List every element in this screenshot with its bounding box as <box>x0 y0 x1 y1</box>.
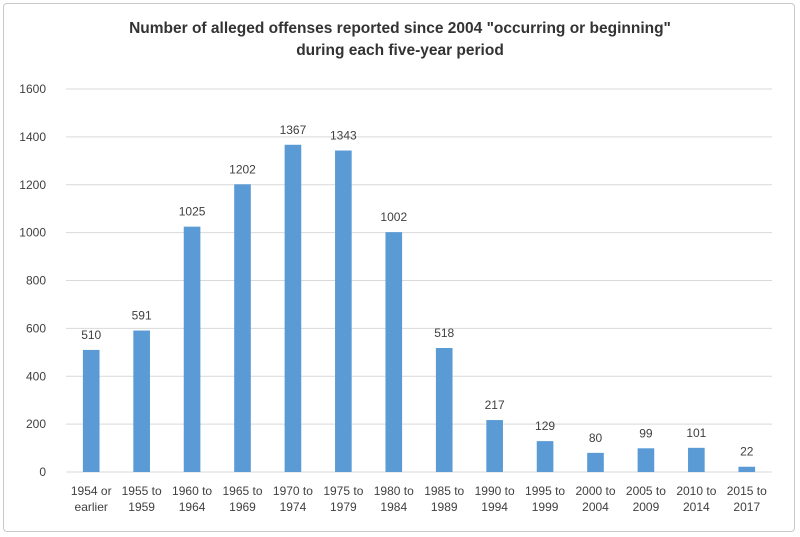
data-label: 217 <box>485 398 505 412</box>
bar <box>385 232 403 472</box>
x-category-label: 1985 to 1989 <box>424 484 464 514</box>
gridlines <box>66 88 772 473</box>
x-category-label: 1960 to 1964 <box>172 484 212 514</box>
chart-title-line-1: Number of alleged offenses reported sinc… <box>129 20 671 37</box>
bar <box>82 349 100 472</box>
data-label: 1202 <box>229 162 256 176</box>
y-tick-label: 600 <box>26 321 46 335</box>
chart-title-line-2: during each five-year period <box>296 42 504 59</box>
bar <box>183 226 201 472</box>
data-label: 22 <box>740 445 754 459</box>
chart-title: Number of alleged offenses reported sinc… <box>0 18 800 62</box>
bars <box>82 144 756 473</box>
x-category-label: 1980 to 1984 <box>374 484 414 514</box>
y-tick-label: 200 <box>26 417 46 431</box>
data-label: 1367 <box>280 123 307 137</box>
y-tick-label: 0 <box>39 465 46 479</box>
x-category-label: 2000 to 2004 <box>575 484 615 514</box>
data-label: 101 <box>686 426 706 440</box>
x-category-label: 2005 to 2009 <box>626 484 666 514</box>
x-axis-category-labels: 1954 or earlier 1955 to 1959 1960 to 1964 1965… <box>71 484 767 514</box>
bar <box>738 466 756 472</box>
data-label: 80 <box>589 431 603 445</box>
x-category-label: 2015 to 2017 <box>727 484 767 514</box>
bar <box>637 448 655 472</box>
data-label: 1002 <box>380 210 407 224</box>
y-tick-label: 400 <box>26 369 46 383</box>
y-tick-label: 1000 <box>19 226 46 240</box>
data-label: 591 <box>132 309 152 323</box>
x-category-label: 1990 to 1994 <box>475 484 515 514</box>
bar <box>587 452 604 472</box>
x-category-label: 1975 to 1979 <box>323 484 363 514</box>
y-tick-label: 1200 <box>19 178 46 192</box>
bar <box>536 441 554 472</box>
data-label: 99 <box>639 426 653 440</box>
data-label: 1025 <box>179 205 206 219</box>
data-label: 129 <box>535 419 555 433</box>
x-category-label: 1965 to 1969 <box>222 484 262 514</box>
bar <box>688 447 705 472</box>
x-category-label: 1970 to 1974 <box>273 484 313 514</box>
bar <box>133 330 150 472</box>
data-label: 518 <box>434 326 454 340</box>
y-axis-tick-labels: 0 200 400 600 800 1000 1200 1400 1600 <box>19 82 46 479</box>
x-category-label: 1954 or earlier <box>71 484 112 514</box>
y-tick-label: 1400 <box>19 130 46 144</box>
x-category-label: 1955 to 1959 <box>122 484 162 514</box>
bar <box>486 420 503 472</box>
y-tick-label: 1600 <box>19 82 46 96</box>
bar <box>284 144 302 473</box>
bar <box>234 184 251 473</box>
data-labels: 510 591 1025 1202 1367 1343 1002 518 217 129 80 99 1… <box>81 123 754 459</box>
y-tick-label: 800 <box>26 274 46 288</box>
bar <box>435 348 453 472</box>
data-label: 510 <box>81 328 101 342</box>
bar <box>335 150 352 472</box>
data-label: 1343 <box>330 129 357 143</box>
x-category-label: 2010 to 2014 <box>676 484 716 514</box>
x-category-label: 1995 to 1999 <box>525 484 565 514</box>
